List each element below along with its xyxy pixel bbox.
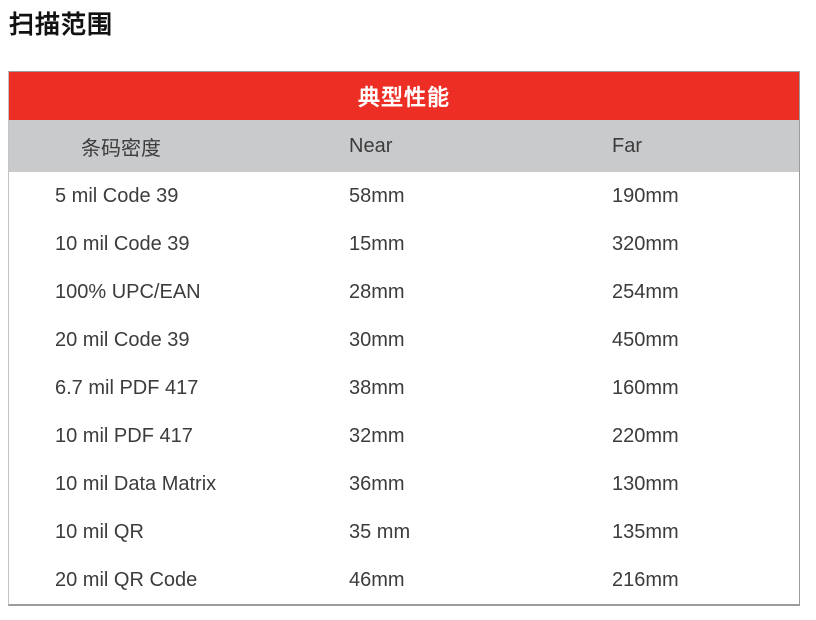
cell-near: 32mm (349, 424, 405, 447)
table-row: 20 mil QR Code 46mm 216mm (9, 556, 799, 604)
cell-far: 320mm (612, 232, 679, 255)
cell-far: 130mm (612, 472, 679, 495)
cell-density: 20 mil QR Code (55, 568, 198, 591)
cell-density: 10 mil Data Matrix (55, 472, 217, 495)
cell-near: 46mm (349, 568, 405, 591)
table-row: 10 mil PDF 417 32mm 220mm (9, 412, 799, 460)
cell-density: 20 mil Code 39 (55, 328, 190, 351)
cell-far: 135mm (612, 520, 679, 543)
cell-density: 10 mil PDF 417 (55, 424, 193, 447)
page-title: 扫描范围 (9, 11, 114, 39)
table-row: 20 mil Code 39 30mm 450mm (9, 316, 799, 364)
cell-far: 254mm (612, 280, 679, 303)
cell-far: 216mm (612, 568, 679, 591)
cell-density: 100% UPC/EAN (55, 280, 201, 303)
column-header-near: Near (349, 134, 393, 157)
cell-near: 58mm (349, 184, 405, 207)
cell-near: 36mm (349, 472, 405, 495)
table-body: 5 mil Code 39 58mm 190mm 10 mil Code 39 … (9, 172, 799, 604)
table-row: 5 mil Code 39 58mm 190mm (9, 172, 799, 220)
column-header-far: Far (612, 134, 642, 157)
column-header-density: 条码密度 (81, 137, 161, 160)
table-row: 6.7 mil PDF 417 38mm 160mm (9, 364, 799, 412)
cell-far: 160mm (612, 376, 679, 399)
cell-density: 10 mil QR (55, 520, 144, 543)
table-row: 10 mil Data Matrix 36mm 130mm (9, 460, 799, 508)
cell-density: 10 mil Code 39 (55, 232, 190, 255)
cell-near: 15mm (349, 232, 405, 255)
cell-near: 35 mm (349, 520, 411, 543)
cell-far: 450mm (612, 328, 679, 351)
table-row: 10 mil Code 39 15mm 320mm (9, 220, 799, 268)
performance-table: 典型性能 条码密度 Near Far 5 mil Code 39 58mm 19… (8, 71, 800, 606)
table-row: 100% UPC/EAN 28mm 254mm (9, 268, 799, 316)
cell-near: 30mm (349, 328, 405, 351)
cell-far: 190mm (612, 184, 679, 207)
cell-near: 38mm (349, 376, 405, 399)
table-row: 10 mil QR 35 mm 135mm (9, 508, 799, 556)
cell-density: 5 mil Code 39 (55, 184, 179, 207)
column-header-row: 条码密度 Near Far (9, 120, 799, 172)
cell-far: 220mm (612, 424, 679, 447)
table-title: 典型性能 (357, 85, 450, 110)
cell-near: 28mm (349, 280, 405, 303)
table-title-bar: 典型性能 (9, 72, 799, 120)
cell-density: 6.7 mil PDF 417 (55, 376, 199, 399)
